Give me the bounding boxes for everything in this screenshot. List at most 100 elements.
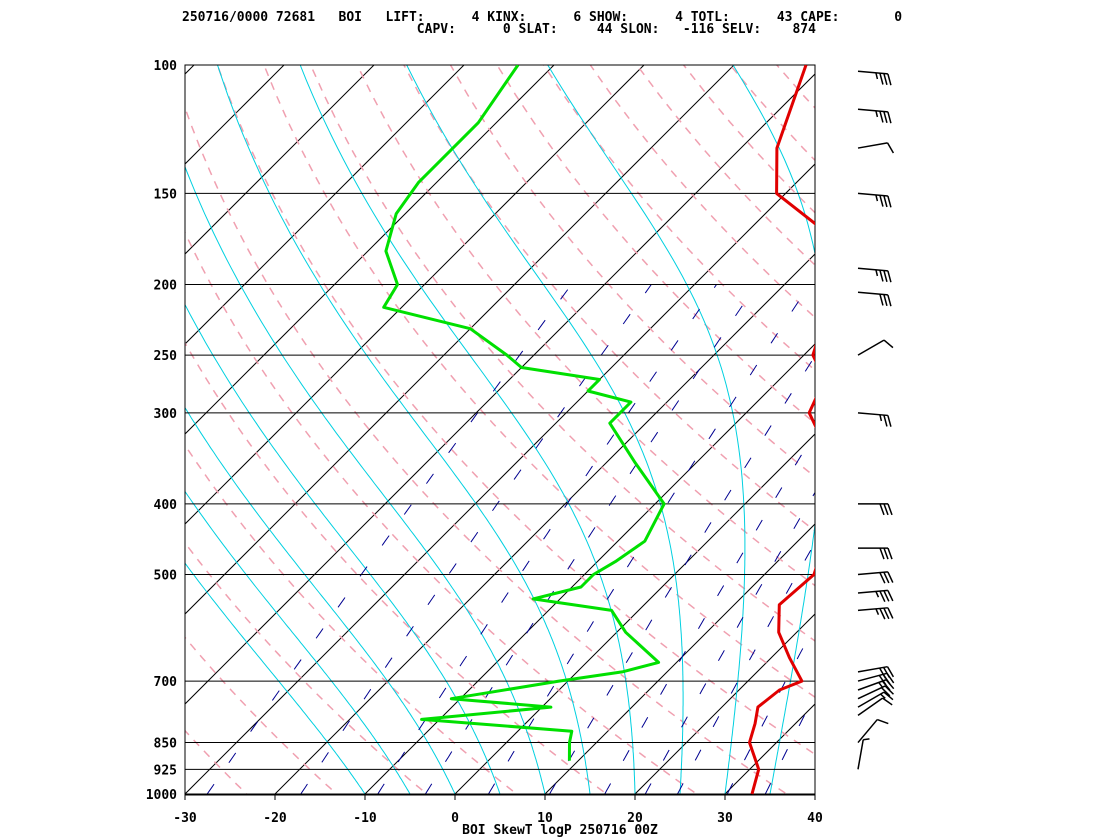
wind-barb [857,70,892,86]
wind-barb-half-flag [875,591,880,598]
dry-adiabat-line [216,65,815,756]
temperature-tick-label: 40 [807,811,823,826]
wind-barb-flag [887,607,894,619]
pressure-tick-label: 1000 [146,788,177,803]
wind-barb-flag [883,547,889,560]
wind-barb-half-flag [879,414,883,422]
moist-adiabat-line [185,406,456,795]
wind-barb-flag [883,270,888,282]
wind-barb [857,108,892,124]
wind-barb [857,718,889,744]
pressure-tick-label: 925 [154,763,177,778]
pressure-tick-label: 200 [154,278,178,293]
wind-barb-flag [879,269,884,282]
wind-barb-flag [879,72,884,85]
dry-adiabat-line [403,65,815,532]
dry-adiabat-line [683,65,815,214]
wind-barb-flag [886,142,895,154]
wind-barb-flag [883,503,889,516]
wind-barb [857,607,894,620]
wind-barb [857,589,894,603]
mixing-ratio-line [424,284,758,795]
wind-barb-flag [887,503,893,516]
wind-barb-flag [879,547,885,560]
isotherm-line [185,65,735,615]
mixing-ratio-line [726,624,815,795]
wind-barb-staff [857,685,886,700]
dry-adiabat-line [870,65,1120,809]
wind-barb-flag [883,294,888,307]
wind-barb [857,697,893,716]
wind-barb-flag [877,718,889,725]
wind-barb-flag [887,270,892,283]
wind-barb-half-flag [878,682,884,688]
temperature-tick-label: 0 [451,811,459,826]
mixing-ratio-line [300,284,652,795]
wind-barb-flag [887,111,892,124]
dry-adiabat-line [185,729,249,795]
moist-adiabat-line [732,65,815,795]
dry-adiabat-line [185,341,610,795]
dry-adiabat-line [185,636,339,795]
wind-barb [858,503,893,516]
wind-barb-flag [882,697,893,706]
pressure-tick-label: 300 [154,407,178,422]
pressure-tick-label: 850 [154,737,178,752]
wind-barb-staff [857,339,885,356]
wind-barb [857,339,894,356]
wind-barb-half-flag [863,738,870,741]
grid-lines [185,65,1120,809]
pressure-tick-label: 250 [154,349,178,364]
temperature-tick-label: -30 [173,811,197,826]
wind-barb-flag [887,571,894,583]
wind-barb-flag [887,547,893,560]
wind-barb-flag [887,415,892,427]
wind-barb-staff [857,607,888,612]
wind-barb-flag [882,667,891,678]
wind-barb-staff [857,291,888,296]
isotherm-line [185,65,645,525]
wind-barb-half-flag [875,110,879,118]
wind-barb [857,267,892,283]
dry-adiabat-line [636,65,815,267]
dry-adiabat-line [185,105,790,795]
pressure-tick-label: 400 [154,498,178,513]
wind-barb-flag [887,195,892,208]
temperature-tick-label: 30 [717,811,733,826]
wind-barb [857,665,895,679]
dry-adiabat-line [543,65,815,372]
wind-barb-half-flag [880,693,886,699]
mixing-ratio-line [377,284,717,795]
dry-adiabat-line [185,230,700,795]
isotherm-line [633,613,815,795]
isotherm-line [543,523,815,795]
wind-barb-staff [857,571,888,576]
dry-adiabat-line [263,65,815,699]
wind-barbs [857,70,895,770]
wind-barb-flag [879,608,886,620]
temperature-tick-label: 10 [537,811,553,826]
wind-barb-staff [857,672,888,682]
wind-barb-staff [857,142,888,149]
wind-barb-staff [857,691,885,708]
wind-barb-staff [857,697,884,716]
wind-barb-flag [887,294,892,307]
wind-barb-flag [883,73,888,86]
wind-barb-half-flag [875,72,879,80]
dry-adiabat-line [185,443,520,795]
mixing-ratio-line [677,541,815,795]
wind-barb [857,691,894,708]
mixing-ratio-line [764,693,815,795]
wind-barb [857,192,892,208]
pressure-tick-label: 700 [154,675,178,690]
wind-barb-staff [857,739,864,770]
isotherm-line [363,343,815,795]
moist-adiabat-line [185,562,366,795]
wind-barb [857,412,892,427]
wind-barb-flag [883,590,890,602]
isotherm-line [185,163,815,795]
isotherm-line [185,65,195,75]
isotherm-line [185,65,465,345]
